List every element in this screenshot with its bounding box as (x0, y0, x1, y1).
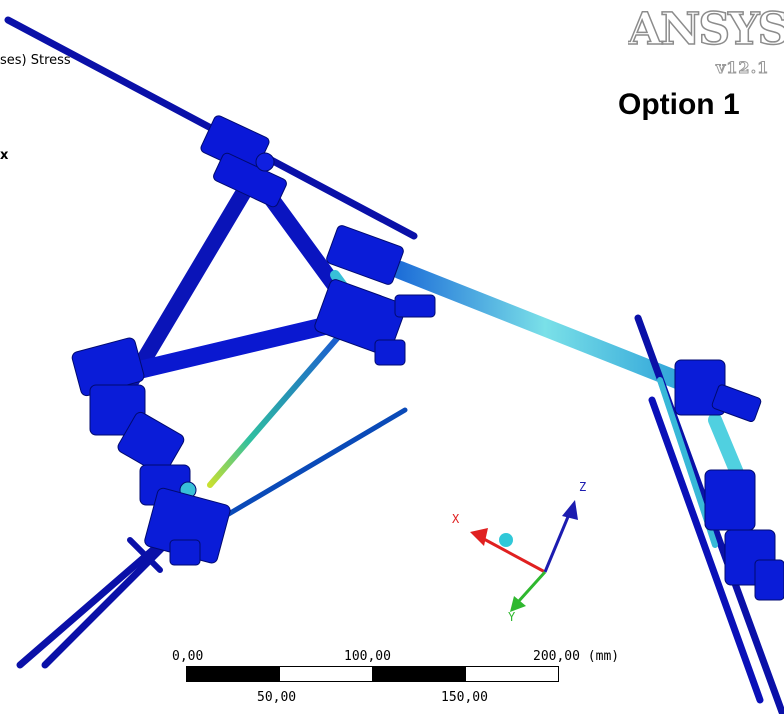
scale-bar (186, 666, 560, 684)
clamp-mid (314, 225, 436, 366)
scale-tick-150: 150,00 (441, 690, 488, 705)
clamp-bottom (144, 487, 231, 566)
max-marker: x (0, 148, 9, 163)
triad-z-axis (543, 511, 572, 573)
scale-seg-1 (186, 666, 280, 682)
clamp-top (200, 115, 287, 208)
ansys-logo: ANSYS (628, 3, 784, 54)
triad-x-axis (481, 536, 546, 574)
scale-tick-50: 50,00 (257, 690, 297, 705)
triad-y-arrow (510, 596, 526, 612)
fixator-model (4, 16, 784, 714)
rod-right-2 (648, 396, 764, 704)
scale-tick-100: 100,00 (344, 649, 391, 664)
triad-y-label: Y (508, 610, 516, 624)
triad-x-arrow (470, 528, 488, 546)
scale-tick-200: 200,00 (mm) (533, 649, 620, 664)
rod-lower-diag (207, 407, 408, 528)
triad-origin (499, 533, 513, 547)
logo-version: v12.1 (715, 58, 770, 78)
scale-tick-0: 0,00 (172, 649, 204, 664)
triad-y-axis (516, 570, 547, 604)
rod-stressed (207, 332, 343, 488)
result-label: ses) Stress (0, 53, 71, 68)
rod-bottom-2 (41, 541, 169, 669)
logo-brand: ANSYS (628, 4, 784, 54)
axis-triad (470, 500, 578, 612)
clamp-right (674, 359, 784, 601)
scale-seg-2 (279, 666, 373, 682)
strut-long (391, 261, 699, 394)
scale-seg-4 (465, 666, 559, 682)
scale-seg-3 (372, 666, 466, 682)
triad-x-label: X (452, 512, 460, 526)
triad-z-label: Z (579, 480, 587, 494)
strut-middle (109, 311, 359, 384)
rod-bottom-1 (16, 531, 174, 669)
option-title: Option 1 (618, 88, 740, 121)
triad-z-arrow (562, 500, 578, 520)
